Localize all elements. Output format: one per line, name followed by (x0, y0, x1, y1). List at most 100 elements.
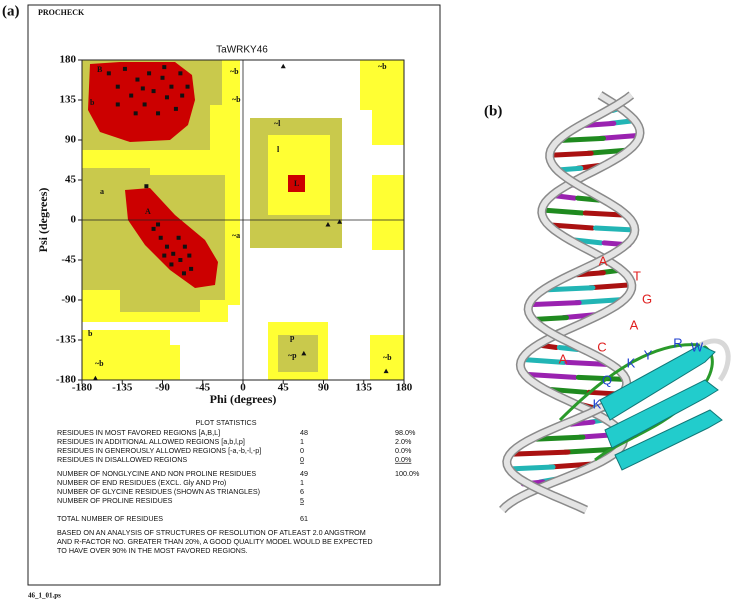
region-label: a (100, 187, 104, 196)
y-tick-label: -135 (56, 334, 77, 346)
x-tick-label: -45 (195, 382, 210, 394)
base (545, 285, 596, 293)
residue-point (140, 86, 145, 91)
residue-point (142, 102, 147, 107)
stats-cell: 98.0% (395, 428, 416, 437)
region-label: ~b (232, 95, 241, 104)
protein-strand (599, 344, 716, 421)
y-tick-label: 90 (65, 134, 77, 146)
dna-base-label: T (633, 268, 641, 283)
glycine-point (92, 375, 98, 381)
base (505, 464, 556, 472)
region-label: ~a (232, 231, 240, 240)
stats-cell: RESIDUES IN GENEROUSLY ALLOWED REGIONS [… (57, 446, 261, 455)
residue-point (173, 106, 178, 111)
stats-cell: NUMBER OF END RESIDUES (EXCL. Gly AND Pr… (57, 478, 226, 487)
region-label: A (145, 207, 151, 216)
residue-point (151, 226, 156, 231)
residue-point (187, 253, 192, 258)
core-region (88, 62, 195, 142)
protein-strand (604, 379, 719, 449)
residue-point (115, 102, 120, 107)
stats-cell: 0.0% (395, 455, 412, 464)
x-axis-label: Phi (degrees) (210, 392, 277, 406)
x-tick-label: -135 (112, 382, 133, 394)
region-label: b (88, 329, 93, 338)
residue-label: K (627, 355, 636, 370)
glycine-point (383, 368, 389, 374)
region-label: ~b (378, 62, 387, 71)
core-region (125, 188, 218, 288)
residue-point (185, 84, 190, 89)
stats-cell: 49 (300, 469, 308, 478)
residue-point (178, 258, 183, 262)
allowed-region (372, 175, 404, 250)
x-tick-label: 180 (396, 382, 413, 394)
x-tick-label: 0 (240, 382, 246, 394)
dna-base-label: A (599, 253, 608, 268)
base (534, 434, 586, 442)
region-label: ~b (95, 359, 104, 368)
glycine-point (337, 219, 343, 224)
stats-cell: 1 (300, 478, 304, 487)
base (548, 222, 596, 231)
residue-point (181, 271, 186, 276)
x-tick-label: 45 (278, 382, 290, 394)
residue-point (164, 95, 169, 100)
footer: 46_1_01.ps (28, 592, 61, 600)
y-tick-label: -180 (56, 374, 77, 386)
allowed-region (82, 330, 180, 380)
residue-point (156, 111, 161, 116)
backbone (503, 92, 638, 513)
region-label: l (277, 145, 280, 154)
base (587, 282, 635, 291)
stats-cell: 5 (300, 496, 304, 505)
residue-point (164, 244, 169, 249)
base (510, 449, 571, 457)
plot-layer: -180 -135 -90 -45 0 45 90 135 180 -180 -135 -90 -45 0… (56, 54, 413, 394)
base (527, 300, 582, 308)
residue-point (147, 71, 152, 76)
stats-cell: NUMBER OF GLYCINE RESIDUES (SHOWN AS TRI… (57, 487, 260, 496)
dna-structure (499, 91, 731, 515)
base (582, 120, 617, 128)
stats-cell: 100.0% (395, 469, 420, 478)
residue-point (160, 75, 165, 80)
base (559, 135, 606, 143)
residue-point (182, 244, 187, 249)
x-tick-label: 90 (318, 382, 330, 394)
region-label: ~l (274, 119, 281, 128)
residue-label: R (673, 335, 682, 350)
stats-cell: 6 (300, 487, 304, 496)
stats-cell: 1 (300, 437, 304, 446)
glycine-point (280, 63, 286, 69)
region-label: ~b (230, 67, 239, 76)
x-tick-label: -180 (72, 382, 93, 394)
x-tick-label: 135 (356, 382, 373, 394)
residue-point (129, 93, 134, 98)
stats-cell: 48 (300, 428, 308, 437)
y-tick-label: 0 (71, 214, 77, 226)
additional-region (278, 335, 318, 372)
y-tick-label: -90 (61, 294, 76, 306)
residue-point (169, 84, 174, 89)
residue-point (189, 266, 194, 271)
residue-point (158, 235, 163, 240)
panel-label: (b) (484, 103, 502, 119)
stats-note: BASED ON AN ANALYSIS OF STRUCTURES OF RE… (57, 528, 366, 537)
residue-label: Y (644, 347, 653, 362)
residue-point (115, 84, 120, 89)
region-label: B (97, 65, 103, 74)
residue-point (180, 93, 185, 98)
stats-cell: RESIDUES IN MOST FAVORED REGIONS [A,B,L] (57, 428, 220, 437)
base (593, 225, 637, 233)
residue-point (178, 71, 183, 76)
residue-point (169, 262, 174, 267)
residue-point (135, 77, 140, 82)
dna-base-label: G (642, 291, 652, 306)
residue-point (171, 251, 176, 256)
stats-note: AND R-FACTOR NO. GREATER THAN 20%, A GOO… (57, 537, 373, 546)
allowed-region (370, 335, 404, 380)
